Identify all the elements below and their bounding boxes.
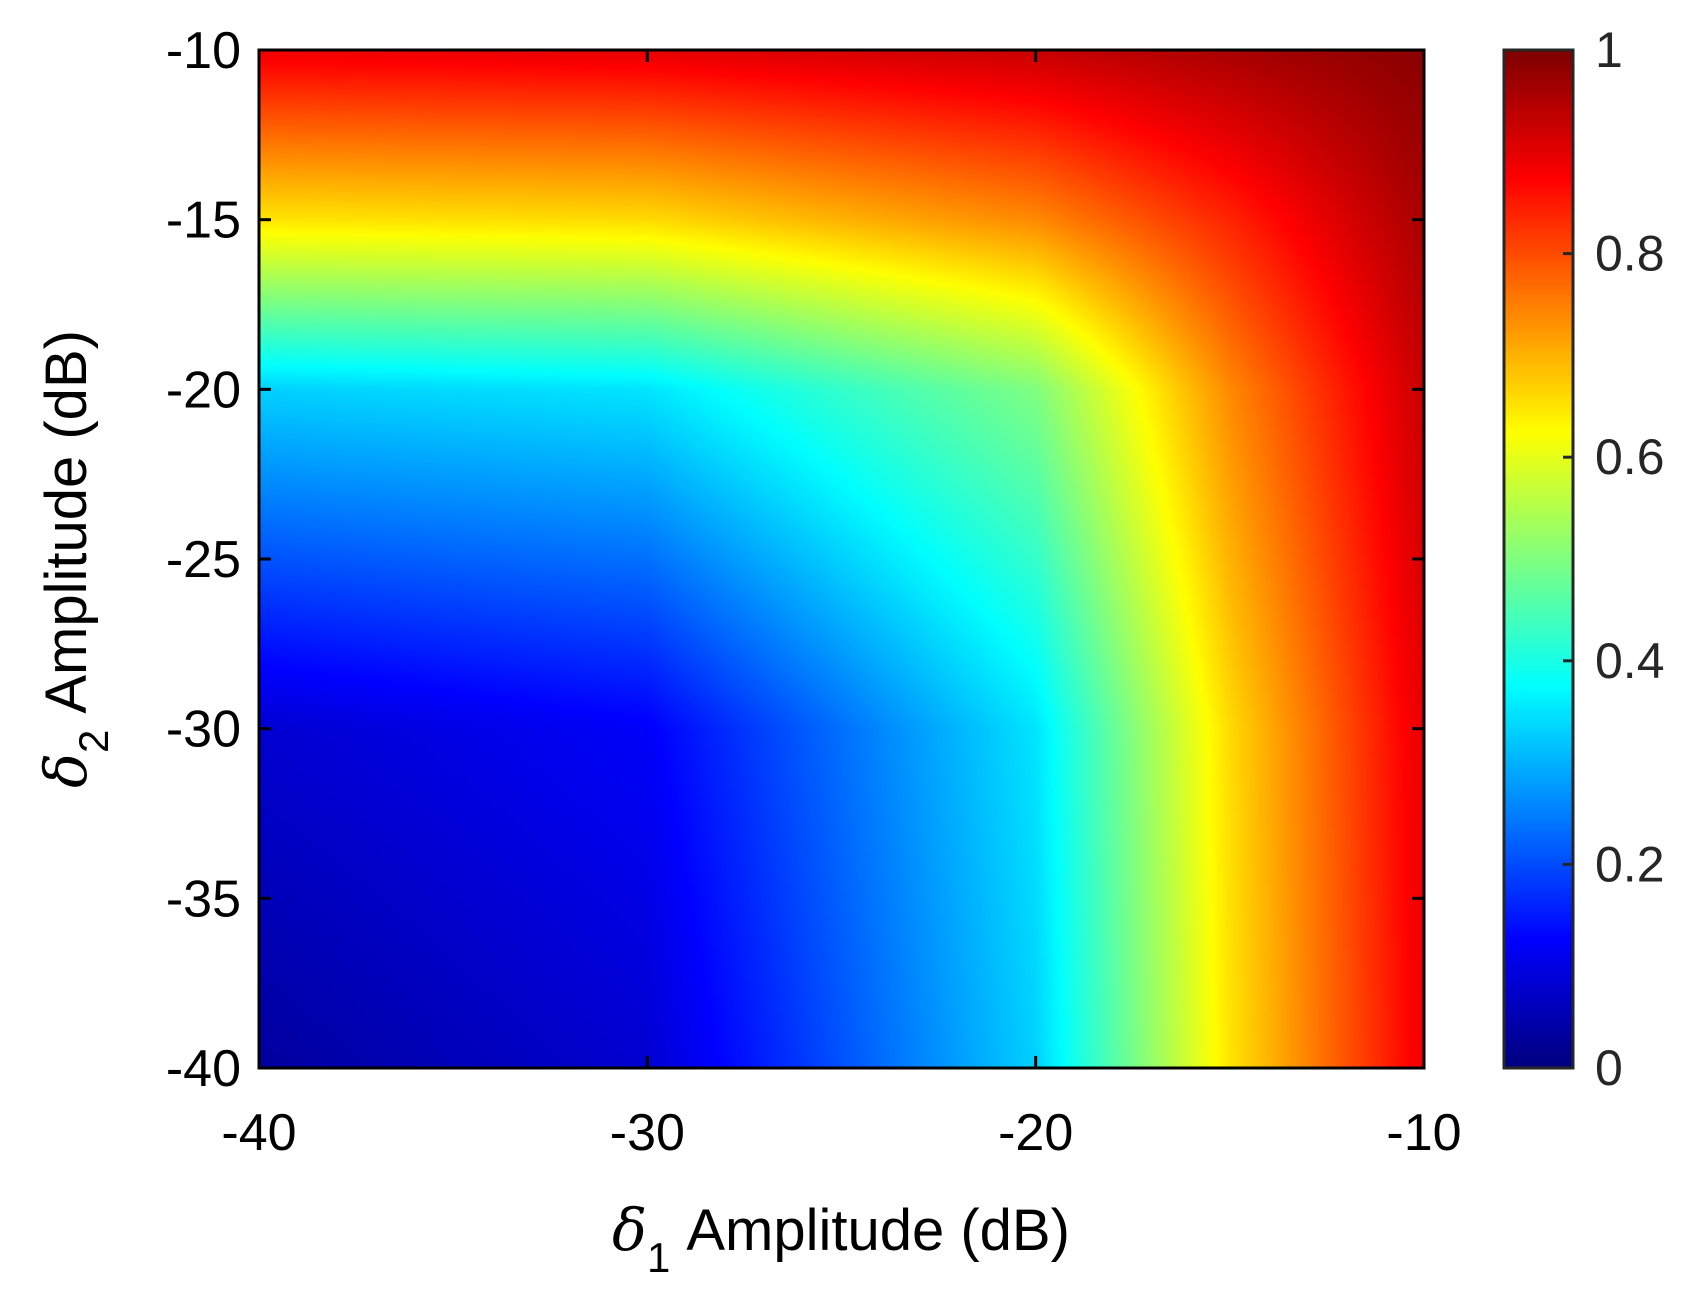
colorbar-tick-label: 0.4 (1595, 633, 1665, 689)
colorbar-frame (1502, 48, 1575, 1070)
colorbar-tick-label: 0.6 (1595, 429, 1665, 485)
colorbar-tick-label: 0 (1595, 1040, 1623, 1096)
y-axis-title: δ2 Amplitude (dB) (32, 330, 117, 788)
colorbar-gradient (1504, 50, 1573, 1068)
y-tick-label: -35 (166, 870, 241, 928)
heatmap-plot-area (257, 48, 1426, 1070)
colorbar-tick-label: 0.8 (1595, 226, 1665, 282)
colorbar-tick-label: 0.2 (1595, 836, 1665, 892)
y-tick-label: -30 (166, 701, 241, 759)
x-axis-symbol: δ (612, 1196, 647, 1264)
x-tick-label: -10 (1386, 1104, 1461, 1162)
x-axis-subscript: 1 (647, 1234, 670, 1281)
y-tick-label: -15 (166, 192, 241, 250)
y-axis-subscript: 2 (70, 730, 117, 753)
x-axis-title-text: Amplitude (dB) (686, 1198, 1070, 1263)
y-tick-label: -10 (166, 22, 241, 80)
y-tick-label: -20 (166, 361, 241, 419)
y-axis-title-text: Amplitude (dB) (34, 330, 99, 714)
heatmap-image (259, 50, 1424, 1068)
x-tick-label: -20 (998, 1104, 1073, 1162)
x-tick-label: -40 (221, 1104, 296, 1162)
y-axis-symbol: δ (32, 753, 100, 788)
colorbar: 0 0.2 0.4 0.6 0.8 1 (1502, 22, 1665, 1096)
y-axis-ticks: -40 -35 -30 -25 -20 -15 -10 (166, 22, 1424, 1098)
colorbar-tick-label: 1 (1595, 22, 1623, 78)
colorbar-ticks: 0 0.2 0.4 0.6 0.8 1 (1563, 22, 1665, 1096)
x-axis-ticks: -40 -30 -20 -10 (221, 50, 1462, 1162)
y-tick-label: -25 (166, 531, 241, 589)
x-axis-title: δ1 Amplitude (dB) (612, 1196, 1070, 1281)
y-tick-label: -40 (166, 1040, 241, 1098)
x-tick-label: -30 (610, 1104, 685, 1162)
